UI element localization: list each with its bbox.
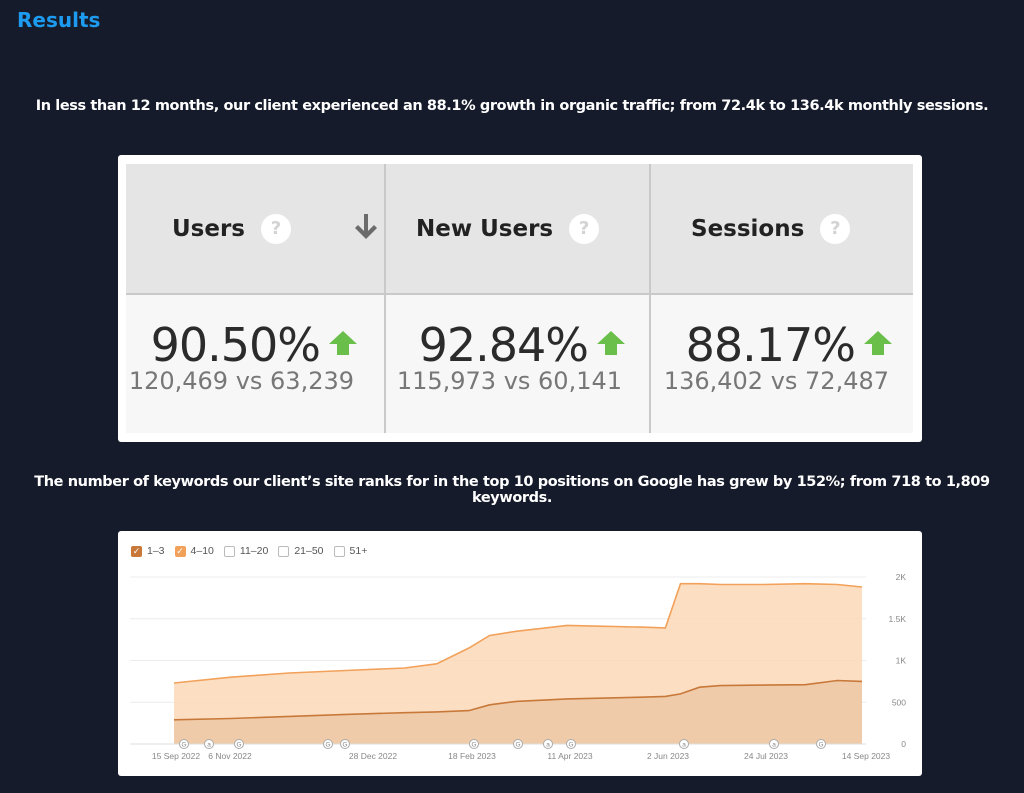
google-update-icon	[543, 739, 553, 749]
legend-item[interactable]: 21–50	[278, 545, 324, 557]
metric-title: New Users	[416, 215, 554, 242]
annotation-marker-label: G	[181, 742, 186, 749]
legend-item[interactable]: ✓ 4–10	[174, 545, 214, 557]
metric-change: 88.17%	[685, 318, 856, 372]
legend-label: 11–20	[239, 545, 269, 557]
x-tick-label: 14 Sep 2023	[842, 751, 890, 761]
annotation-marker-label: G	[236, 742, 241, 749]
keywords-caption: The number of keywords our client’s site…	[34, 474, 990, 506]
metric-compare: 120,469 vs 63,239	[128, 367, 354, 395]
y-tick-label: 500	[892, 697, 906, 707]
google-update-icon	[679, 739, 689, 749]
google-update-icon	[179, 739, 189, 749]
up-arrow-icon	[596, 330, 626, 361]
google-update-icon	[234, 739, 244, 749]
legend-label: 51+	[349, 545, 368, 557]
x-tick-label: 2 Jun 2023	[647, 751, 689, 761]
metric-header[interactable]: Users ?	[126, 164, 384, 295]
annotation-marker-label: G	[515, 742, 520, 749]
legend-item[interactable]: ✓ 1–3	[131, 545, 165, 557]
checkbox-unchecked-icon[interactable]	[223, 545, 235, 557]
checkbox-checked-icon[interactable]: ✓	[131, 545, 142, 557]
legend-label: 4–10	[190, 545, 214, 557]
metric-users: Users ? 90.50% 120,469 vs 63,239	[126, 164, 384, 433]
up-arrow-icon	[863, 330, 893, 361]
chart-legend: ✓ 1–3 ✓ 4–10 11–20 21–50 51+	[131, 545, 367, 557]
metric-compare: 115,973 vs 60,141	[396, 367, 622, 395]
y-tick-label: 2K	[896, 572, 907, 582]
checkbox-checked-icon[interactable]: ✓	[174, 545, 186, 557]
y-tick-label: 1.5K	[889, 614, 907, 624]
series-line-1-3	[173, 679, 863, 721]
google-update-icon	[340, 739, 350, 749]
metrics-table: Users ? 90.50% 120,469 vs 63,239 New Use…	[118, 155, 922, 442]
x-tick-label: 11 Apr 2023	[547, 751, 592, 761]
x-tick-label: 15 Sep 2022	[152, 751, 200, 761]
google-update-icon	[204, 739, 214, 749]
metric-body: 92.84% 115,973 vs 60,141	[386, 295, 649, 433]
annotation-marker-label: a	[682, 742, 686, 749]
annotation-marker-label: a	[546, 742, 550, 749]
page-heading: Results	[17, 8, 101, 32]
annotation-marker-label: G	[471, 742, 476, 749]
metric-change: 92.84%	[418, 318, 589, 372]
series-area-1-3	[174, 680, 862, 744]
question-mark-icon[interactable]: ?	[569, 213, 600, 244]
x-tick-label: 24 Jul 2023	[744, 751, 788, 761]
google-update-icon	[469, 739, 479, 749]
series-line-4-10	[173, 582, 863, 684]
legend-label: 1–3	[147, 545, 165, 557]
legend-item[interactable]: 11–20	[223, 545, 269, 557]
annotation-marker-label: G	[568, 742, 573, 749]
metric-body: 90.50% 120,469 vs 63,239	[126, 295, 384, 433]
y-tick-label: 0	[901, 739, 906, 749]
metric-sessions: Sessions ? 88.17% 136,402 vs 72,487	[649, 164, 913, 433]
checkbox-unchecked-icon[interactable]	[333, 545, 345, 557]
legend-label: 21–50	[294, 545, 324, 557]
metric-change: 90.50%	[150, 318, 321, 372]
google-update-icon	[816, 739, 826, 749]
x-tick-label: 18 Feb 2023	[448, 751, 496, 761]
google-update-icon	[566, 739, 576, 749]
annotation-marker-label: a	[772, 742, 776, 749]
traffic-caption: In less than 12 months, our client exper…	[35, 98, 989, 114]
x-tick-label: 28 Dec 2022	[349, 751, 397, 761]
metric-header[interactable]: Sessions ?	[651, 164, 913, 295]
x-tick-label: 6 Nov 2022	[208, 751, 252, 761]
google-update-icon	[323, 739, 333, 749]
checkbox-unchecked-icon[interactable]	[278, 545, 290, 557]
google-update-icon	[769, 739, 779, 749]
metric-body: 88.17% 136,402 vs 72,487	[651, 295, 913, 433]
metric-new-users: New Users ? 92.84% 115,973 vs 60,141	[384, 164, 649, 433]
question-mark-icon[interactable]: ?	[820, 213, 851, 244]
up-arrow-icon	[328, 330, 358, 361]
arrow-down-icon[interactable]	[352, 211, 380, 246]
metric-header[interactable]: New Users ?	[386, 164, 649, 295]
annotation-marker-label: G	[325, 742, 330, 749]
google-update-icon	[513, 739, 523, 749]
annotation-marker-label: G	[818, 742, 823, 749]
metric-title: Sessions	[691, 215, 805, 242]
y-tick-label: 1K	[896, 656, 907, 666]
metric-title: Users	[172, 215, 245, 242]
question-mark-icon[interactable]: ?	[261, 213, 291, 244]
annotation-marker-label: G	[342, 742, 347, 749]
legend-item[interactable]: 51+	[333, 545, 368, 557]
annotation-marker-label: a	[207, 742, 211, 749]
metric-compare: 136,402 vs 72,487	[663, 367, 889, 395]
